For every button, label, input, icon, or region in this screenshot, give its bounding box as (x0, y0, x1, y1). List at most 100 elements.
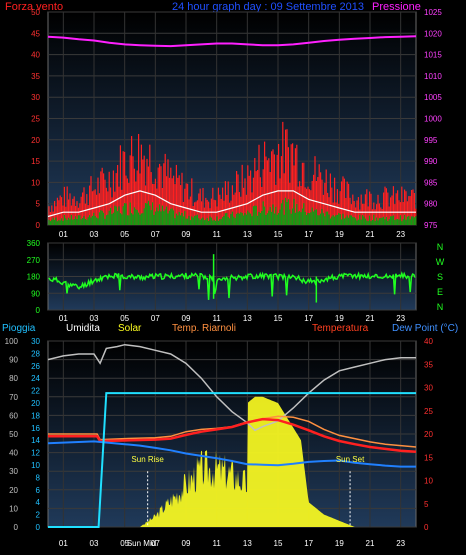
wind-tick-label: 35 (31, 72, 40, 81)
solar-tick-label: 16 (31, 424, 40, 433)
rain-tick-label: 80 (9, 374, 18, 383)
hour-tick-label: 09 (182, 314, 191, 323)
rain-tick-label: 70 (9, 393, 18, 402)
direction-tick-label: 90 (31, 289, 40, 298)
sun-label: Sun Rise (131, 455, 164, 464)
pressure-tick-label: 1015 (424, 51, 442, 60)
hour-tick-label: 19 (335, 314, 344, 323)
direction-x-ticks: 01 03 05 07 09 11 13 15 17 19 21 23 (59, 314, 406, 323)
series-line (48, 392, 416, 528)
pressure-tick-label: 980 (424, 200, 438, 209)
rain-tick-label: 30 (9, 467, 18, 476)
rain-tick-label: 100 (5, 337, 19, 346)
wind-pressure-panel: Forza vento 24 hour graph day : 09 Sette… (5, 1, 442, 239)
temp-tick-label: 20 (424, 430, 433, 439)
hour-tick-label: 11 (213, 314, 222, 323)
hour-tick-label: 13 (243, 539, 252, 548)
solar-tick-label: 4 (36, 498, 41, 507)
legend-item: Temperatura (312, 323, 369, 334)
pressure-tick-label: 1000 (424, 115, 442, 124)
compass-label: N (437, 302, 444, 312)
hour-tick-label: 15 (274, 314, 283, 323)
hour-tick-label: 01 (59, 230, 68, 239)
wind-axis-ticks: 0 5 10 15 20 25 30 35 40 45 50 (31, 8, 40, 230)
hour-tick-label: 09 (182, 230, 191, 239)
temp-tick-label: 25 (424, 407, 433, 416)
temp-tick-label: 40 (424, 337, 433, 346)
rain-tick-label: 60 (9, 411, 18, 420)
hour-tick-label: 17 (304, 539, 313, 548)
solar-tick-label: 10 (31, 461, 40, 470)
hour-tick-label: 11 (213, 230, 222, 239)
temp-panel: Pioggia Umidita Solar Temp. Riarnoli Tempera… (2, 323, 458, 548)
compass-label: E (437, 287, 443, 297)
legend-item: Umidita (66, 323, 100, 334)
pressure-tick-label: 990 (424, 157, 438, 166)
pressure-tick-label: 975 (424, 221, 438, 230)
rain-tick-label: 40 (9, 449, 18, 458)
chart-title: 24 hour graph day : 09 Settembre 2013 (172, 1, 364, 13)
hour-tick-label: 09 (182, 539, 191, 548)
pressure-line (47, 35, 417, 48)
hour-tick-label: 17 (304, 314, 313, 323)
wind-tick-label: 0 (36, 221, 41, 230)
solar-tick-label: 8 (36, 473, 41, 482)
legend-item: Temp. Riarnoli (172, 323, 236, 334)
solar-tick-label: 0 (36, 523, 41, 532)
solar-tick-label: 26 (31, 362, 40, 371)
hour-tick-label: 01 (59, 314, 68, 323)
wind-bars (48, 121, 417, 225)
direction-line (48, 271, 416, 300)
hour-tick-label: 05 (120, 539, 129, 548)
solar-tick-label: 12 (31, 449, 40, 458)
temp-axis-ticks: 0102030405060708090100024681012141618202… (5, 337, 434, 532)
wind-tick-label: 5 (36, 200, 41, 209)
direction-axis-ticks: 0 90 180 270 360 (27, 239, 41, 315)
legend-item: Dew Point (°C) (392, 323, 458, 334)
rain-tick-label: 90 (9, 356, 18, 365)
hour-tick-label: 17 (304, 230, 313, 239)
direction-tick-label: 360 (27, 239, 41, 248)
sun-label: Sun Set (336, 455, 365, 464)
hour-tick-label: 23 (396, 230, 405, 239)
direction-tick-label: 270 (27, 256, 41, 265)
series-line (48, 417, 417, 453)
direction-line (48, 254, 416, 303)
hour-tick-label: 15 (274, 230, 283, 239)
sun-label: Sun Mid (127, 539, 156, 548)
temp-tick-label: 35 (424, 360, 433, 369)
pressure-tick-label: 1020 (424, 29, 442, 38)
solar-tick-label: 18 (31, 411, 40, 420)
wind-tick-label: 50 (31, 8, 40, 17)
hour-tick-label: 03 (90, 230, 99, 239)
wind-avg-line (47, 190, 416, 218)
temp-tick-label: 15 (424, 453, 433, 462)
temp-tick-label: 5 (424, 500, 429, 509)
wind-tick-label: 30 (31, 93, 40, 102)
solar-tick-label: 24 (31, 374, 40, 383)
wind-pressure-lines (47, 35, 417, 218)
legend-item: Pioggia (2, 323, 36, 334)
sun-annotations: Sun Rise Sun Set Sun Mid (127, 455, 365, 548)
hour-tick-label: 05 (120, 314, 129, 323)
hour-tick-label: 11 (213, 539, 222, 548)
pressure-tick-label: 1005 (424, 93, 442, 102)
hour-tick-label: 23 (396, 539, 405, 548)
wind-tick-label: 40 (31, 51, 40, 60)
wind-tick-label: 20 (31, 136, 40, 145)
hour-tick-label: 21 (366, 314, 375, 323)
compass-label: N (437, 242, 444, 252)
temp-lines (47, 343, 417, 528)
series-line (47, 440, 416, 468)
solar-tick-label: 20 (31, 399, 40, 408)
hour-tick-label: 07 (151, 314, 160, 323)
pressure-axis-ticks: 975 980 985 990 995 1000 1005 1010 1015 1020 1025 (424, 8, 442, 230)
wind-tick-label: 15 (31, 157, 40, 166)
hour-tick-label: 03 (90, 314, 99, 323)
hour-tick-label: 03 (90, 539, 99, 548)
hour-tick-label: 19 (335, 230, 344, 239)
pressure-tick-label: 985 (424, 178, 438, 187)
